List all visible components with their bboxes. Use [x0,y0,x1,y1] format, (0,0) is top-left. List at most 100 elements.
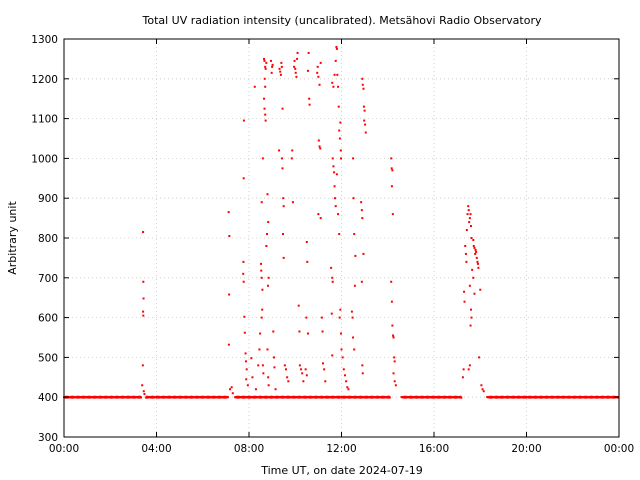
data-point [465,229,468,232]
data-point [242,280,245,283]
data-point [390,157,393,160]
data-point [282,205,285,208]
data-point [318,83,321,86]
data-point [279,70,282,73]
data-point [318,145,321,148]
data-point [331,81,334,84]
data-point [391,169,394,172]
data-point [343,374,346,377]
data-point [331,280,334,283]
data-point [274,388,277,391]
data-point [340,332,343,335]
x-tick-labels: 00:00 04:00 08:00 12:00 16:00 20:00 00:00 [49,443,634,455]
y-axis-label: Arbitrary unit [6,201,19,275]
data-point [336,73,339,76]
data-point [347,388,350,391]
data-point [394,384,397,387]
data-point [261,288,264,291]
data-point [462,368,465,371]
data-point [468,221,471,224]
data-point [331,157,334,160]
data-point [271,63,274,66]
data-point [472,244,475,247]
data-point [266,348,269,351]
data-point [251,376,254,379]
y-tick-label: 1200 [31,74,58,86]
data-point [361,77,364,80]
data-point [472,238,475,241]
data-point [282,197,285,200]
data-point [393,380,396,383]
data-point [470,316,473,319]
data-point [319,217,322,220]
data-point [391,213,394,216]
data-point [264,119,267,122]
data-point [481,388,484,391]
data-point [264,85,267,88]
data-point [393,360,396,363]
data-point [267,384,270,387]
data-point [302,380,305,383]
data-point [473,246,476,249]
data-point [345,380,348,383]
data-point [473,292,476,295]
data-point [339,121,342,124]
data-point [392,372,395,375]
data-point [273,366,276,369]
x-tick-label: 12:00 [326,443,356,455]
data-point [282,256,285,259]
data-point [390,167,393,170]
data-point [278,149,281,152]
data-point [470,308,472,311]
data-point [352,336,355,339]
data-point [308,97,311,100]
data-point [226,396,229,399]
data-point [280,65,283,68]
data-point [263,107,266,110]
data-point [260,201,263,204]
data-point [352,197,355,200]
data-point [278,67,281,70]
data-point [361,83,364,86]
data-point [293,59,296,62]
data-point [267,221,270,224]
data-point [266,193,269,196]
data-point [468,364,471,367]
data-point [269,59,272,62]
data-point [335,173,338,176]
data-point [322,362,324,365]
data-point [265,61,268,64]
data-point [323,368,326,371]
data-point [342,368,345,371]
data-point [267,276,270,279]
data-point [263,77,266,80]
data-point [324,380,327,383]
data-point [338,137,341,140]
data-point [474,252,477,255]
data-point [467,368,470,371]
data-point [475,250,478,253]
data-point [320,316,323,319]
data-point [296,51,299,54]
data-point [392,334,395,337]
data-point [306,332,309,335]
data-point [353,284,356,287]
plot-frame [63,38,620,438]
y-tick-label: 1000 [31,153,58,165]
data-point [294,71,297,74]
data-point [267,376,270,379]
data-point [476,260,479,263]
data-point [469,213,472,216]
y-tick-label: 700 [38,273,58,285]
data-point [388,396,391,399]
x-tick-label: 00:00 [49,443,79,455]
data-point [307,51,310,54]
data-point [244,352,247,355]
data-point [476,262,479,265]
data-point [319,61,322,64]
data-point [228,293,231,296]
data-point [461,376,464,379]
data-point [290,157,293,160]
data-point [468,284,471,287]
